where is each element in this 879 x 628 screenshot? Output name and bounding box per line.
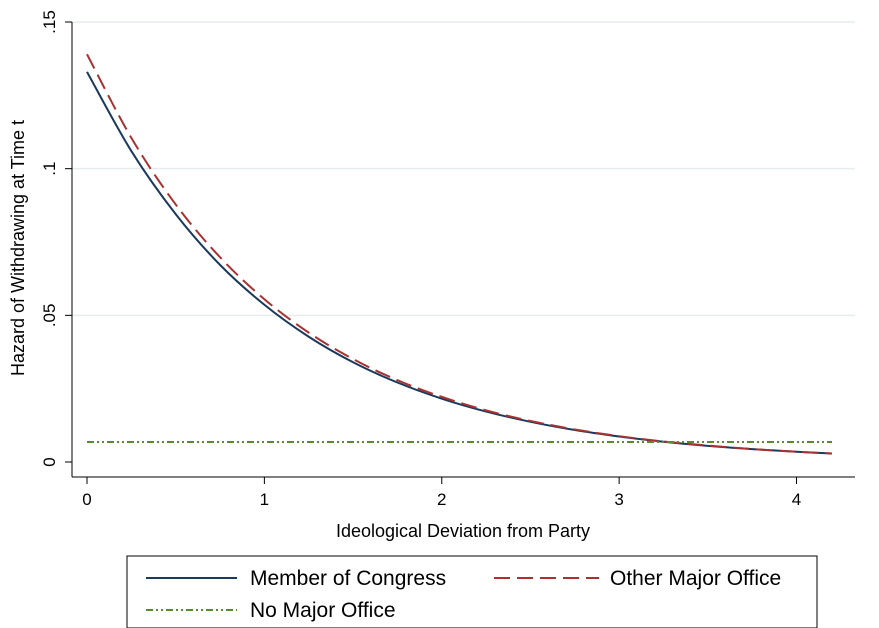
y-tick-label-0: 0: [40, 457, 59, 466]
y-tick-label-3: .15: [40, 10, 59, 34]
x-tick-label-3: 3: [614, 490, 623, 509]
x-tick-label-4: 4: [792, 490, 801, 509]
gridlines: [72, 21, 855, 317]
series-lines: [86, 53, 833, 455]
series-line-1: [86, 53, 833, 455]
x-ticks: 0 1 2 3 4: [82, 477, 801, 509]
x-axis-title: Ideological Deviation from Party: [336, 521, 590, 541]
x-tick-label-2: 2: [437, 490, 446, 509]
legend-label-0: Member of Congress: [250, 567, 446, 590]
x-tick-label-0: 0: [82, 490, 91, 509]
legend-label-2: No Major Office: [250, 599, 396, 622]
legend-box: [126, 555, 818, 628]
y-axis-title: Hazard of Withdrawing at Time t: [8, 120, 28, 376]
y-ticks: 0 .05 .1 .15: [40, 10, 72, 467]
axes: [71, 22, 855, 478]
legend-label-1: Other Major Office: [610, 567, 781, 590]
series-line-0: [86, 71, 833, 455]
y-tick-label-1: .05: [40, 304, 59, 328]
legend: Member of Congress Other Major Office No M…: [126, 555, 818, 628]
x-tick-label-1: 1: [260, 490, 269, 509]
y-tick-label-2: .1: [40, 162, 59, 176]
